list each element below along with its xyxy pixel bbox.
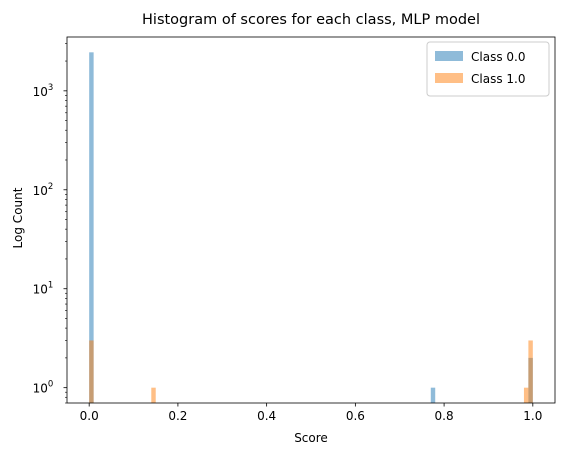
x-tick-label-2: 0.4 xyxy=(257,409,276,423)
x-tick-label-1: 0.2 xyxy=(168,409,187,423)
legend: Class 0.0 Class 1.0 xyxy=(427,42,549,96)
legend-swatch-0 xyxy=(435,51,463,61)
x-axis-label: Score xyxy=(294,431,328,445)
bar-series-1-bin-2 xyxy=(524,388,528,403)
bar-series-1-bin-3 xyxy=(528,340,532,403)
legend-label-1: Class 1.0 xyxy=(471,72,525,86)
x-tick-label-0: 0.0 xyxy=(80,409,99,423)
y-axis-label: Log Count xyxy=(11,187,25,248)
chart-title: Histogram of scores for each class, MLP … xyxy=(142,12,480,28)
bar-series-1-bin-1 xyxy=(151,388,155,403)
x-tick-label-5: 1.0 xyxy=(523,409,542,423)
legend-swatch-1 xyxy=(435,73,463,83)
x-tick-label-4: 0.8 xyxy=(435,409,454,423)
bar-series-1-bin-0 xyxy=(89,340,93,403)
x-tick-label-3: 0.6 xyxy=(346,409,365,423)
bar-series-0-bin-1 xyxy=(431,388,435,403)
legend-label-0: Class 0.0 xyxy=(471,50,525,64)
